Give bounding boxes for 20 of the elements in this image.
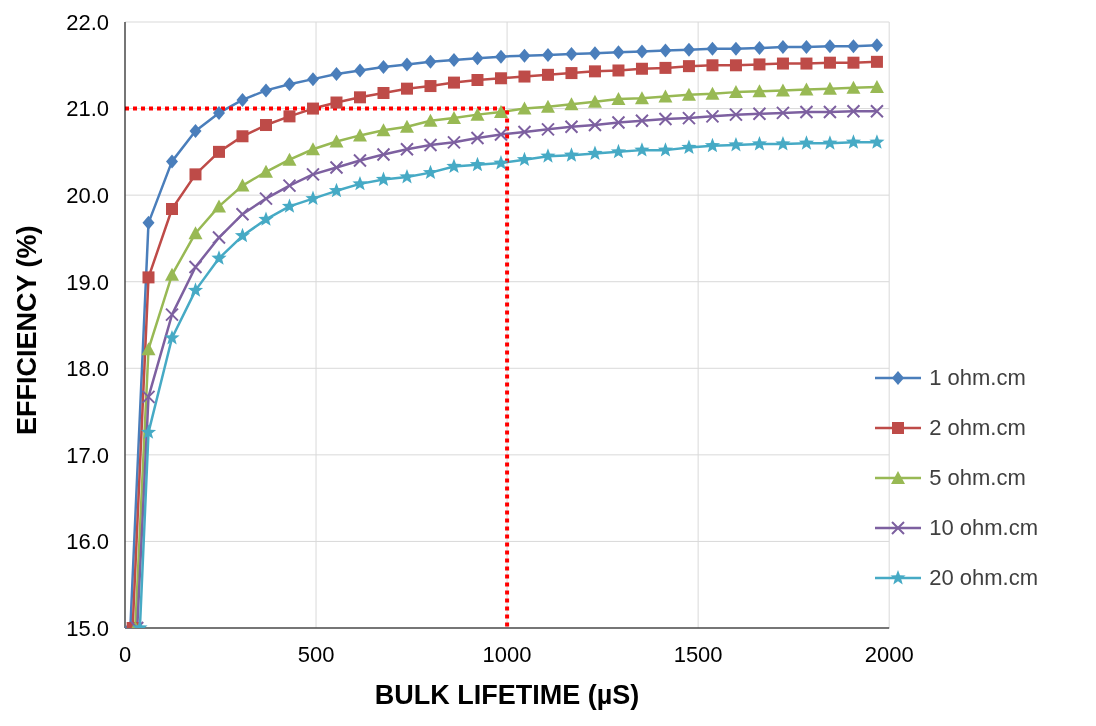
y-tick-label: 18.0	[66, 356, 109, 382]
x-tick-label: 1500	[673, 641, 723, 667]
legend-label: 1 ohm.cm	[929, 365, 1026, 391]
y-tick-label: 15.0	[66, 615, 109, 641]
x-tick-label: 0	[118, 641, 132, 667]
legend-label: 5 ohm.cm	[929, 465, 1026, 491]
y-axis-title: EFFICIENCY (%)	[11, 225, 42, 435]
y-tick-label: 22.0	[66, 9, 109, 35]
legend-label: 2 ohm.cm	[929, 415, 1026, 441]
x-tick-label: 1000	[482, 641, 532, 667]
x-axis-title: BULK LIFETIME (µS)	[374, 680, 640, 710]
y-tick-label: 20.0	[66, 182, 109, 208]
x-tick-label: 500	[297, 641, 335, 667]
y-tick-label: 16.0	[66, 529, 109, 555]
legend-label: 20 ohm.cm	[929, 565, 1038, 591]
y-tick-label: 19.0	[66, 269, 109, 295]
y-tick-label: 17.0	[66, 442, 109, 468]
y-tick-label: 21.0	[66, 96, 109, 122]
x-tick-label: 2000	[864, 641, 914, 667]
legend-label: 10 ohm.cm	[929, 515, 1038, 541]
